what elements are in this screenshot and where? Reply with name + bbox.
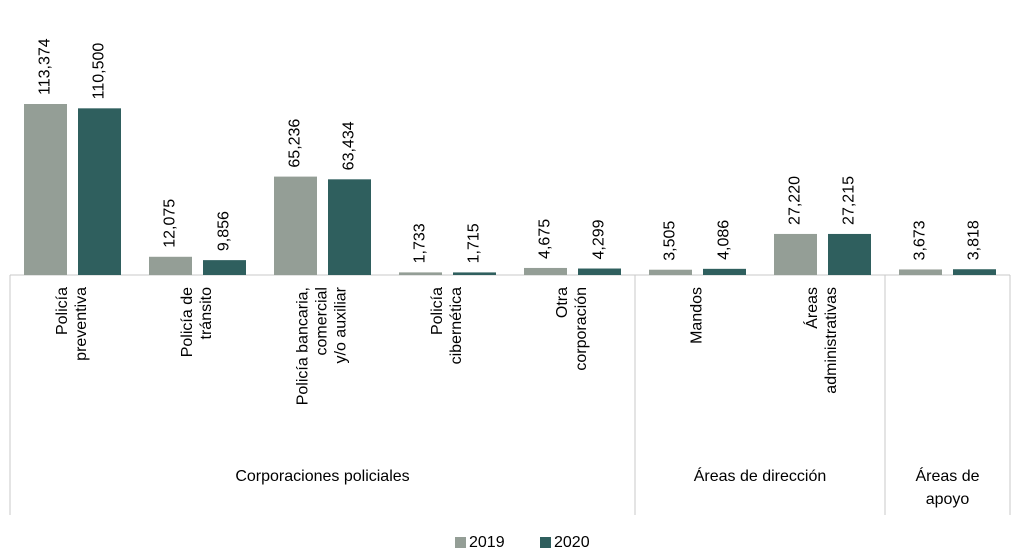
bar [453, 272, 496, 275]
value-label: 4,299 [591, 219, 608, 259]
group-label: Áreas de apoyo [915, 466, 979, 508]
bar [203, 260, 246, 275]
bar [774, 233, 817, 275]
value-label: 113,374 [37, 38, 54, 95]
group-label: Corporaciones policiales [235, 468, 409, 485]
bar [24, 104, 67, 275]
value-label: 4,675 [537, 219, 554, 259]
bar [899, 269, 942, 275]
value-label: 3,673 [912, 220, 929, 260]
value-label: 3,818 [966, 220, 983, 260]
x-tick-label: Policía cibernética [429, 287, 465, 364]
legend-swatch [540, 537, 551, 548]
bar [274, 176, 317, 275]
value-label: 63,434 [341, 121, 358, 170]
bar [149, 256, 192, 275]
bar [578, 268, 621, 275]
x-tick-label: Otra corporación [554, 287, 590, 371]
x-tick-label: Policía preventiva [54, 287, 90, 361]
bar [399, 272, 442, 275]
value-label: 27,220 [787, 176, 804, 225]
bar [703, 268, 746, 275]
x-tick-label: Policía bancaria, comercial y/o auxiliar [295, 286, 350, 405]
value-label: 27,215 [841, 176, 858, 225]
value-label: 12,075 [162, 199, 179, 248]
bar [828, 233, 871, 275]
x-tick-label: Áreas administrativas [802, 287, 840, 394]
value-label: 1,733 [412, 223, 429, 263]
bar [328, 179, 371, 275]
legend-label: 2020 [554, 534, 590, 551]
value-label: 9,856 [216, 211, 233, 251]
value-label: 3,505 [662, 221, 679, 261]
bar [78, 108, 121, 275]
group-label: Áreas de dirección [694, 466, 827, 485]
bar [524, 267, 567, 275]
value-label: 4,086 [716, 220, 733, 260]
value-label: 65,236 [287, 119, 304, 168]
bar [953, 269, 996, 275]
legend-label: 2019 [469, 534, 505, 551]
bar [649, 269, 692, 275]
x-tick-label: Mandos [689, 287, 706, 344]
value-label: 1,715 [466, 223, 483, 263]
x-tick-label: Policía de tránsito [179, 287, 215, 357]
value-label: 110,500 [91, 43, 108, 100]
legend-swatch [455, 537, 466, 548]
